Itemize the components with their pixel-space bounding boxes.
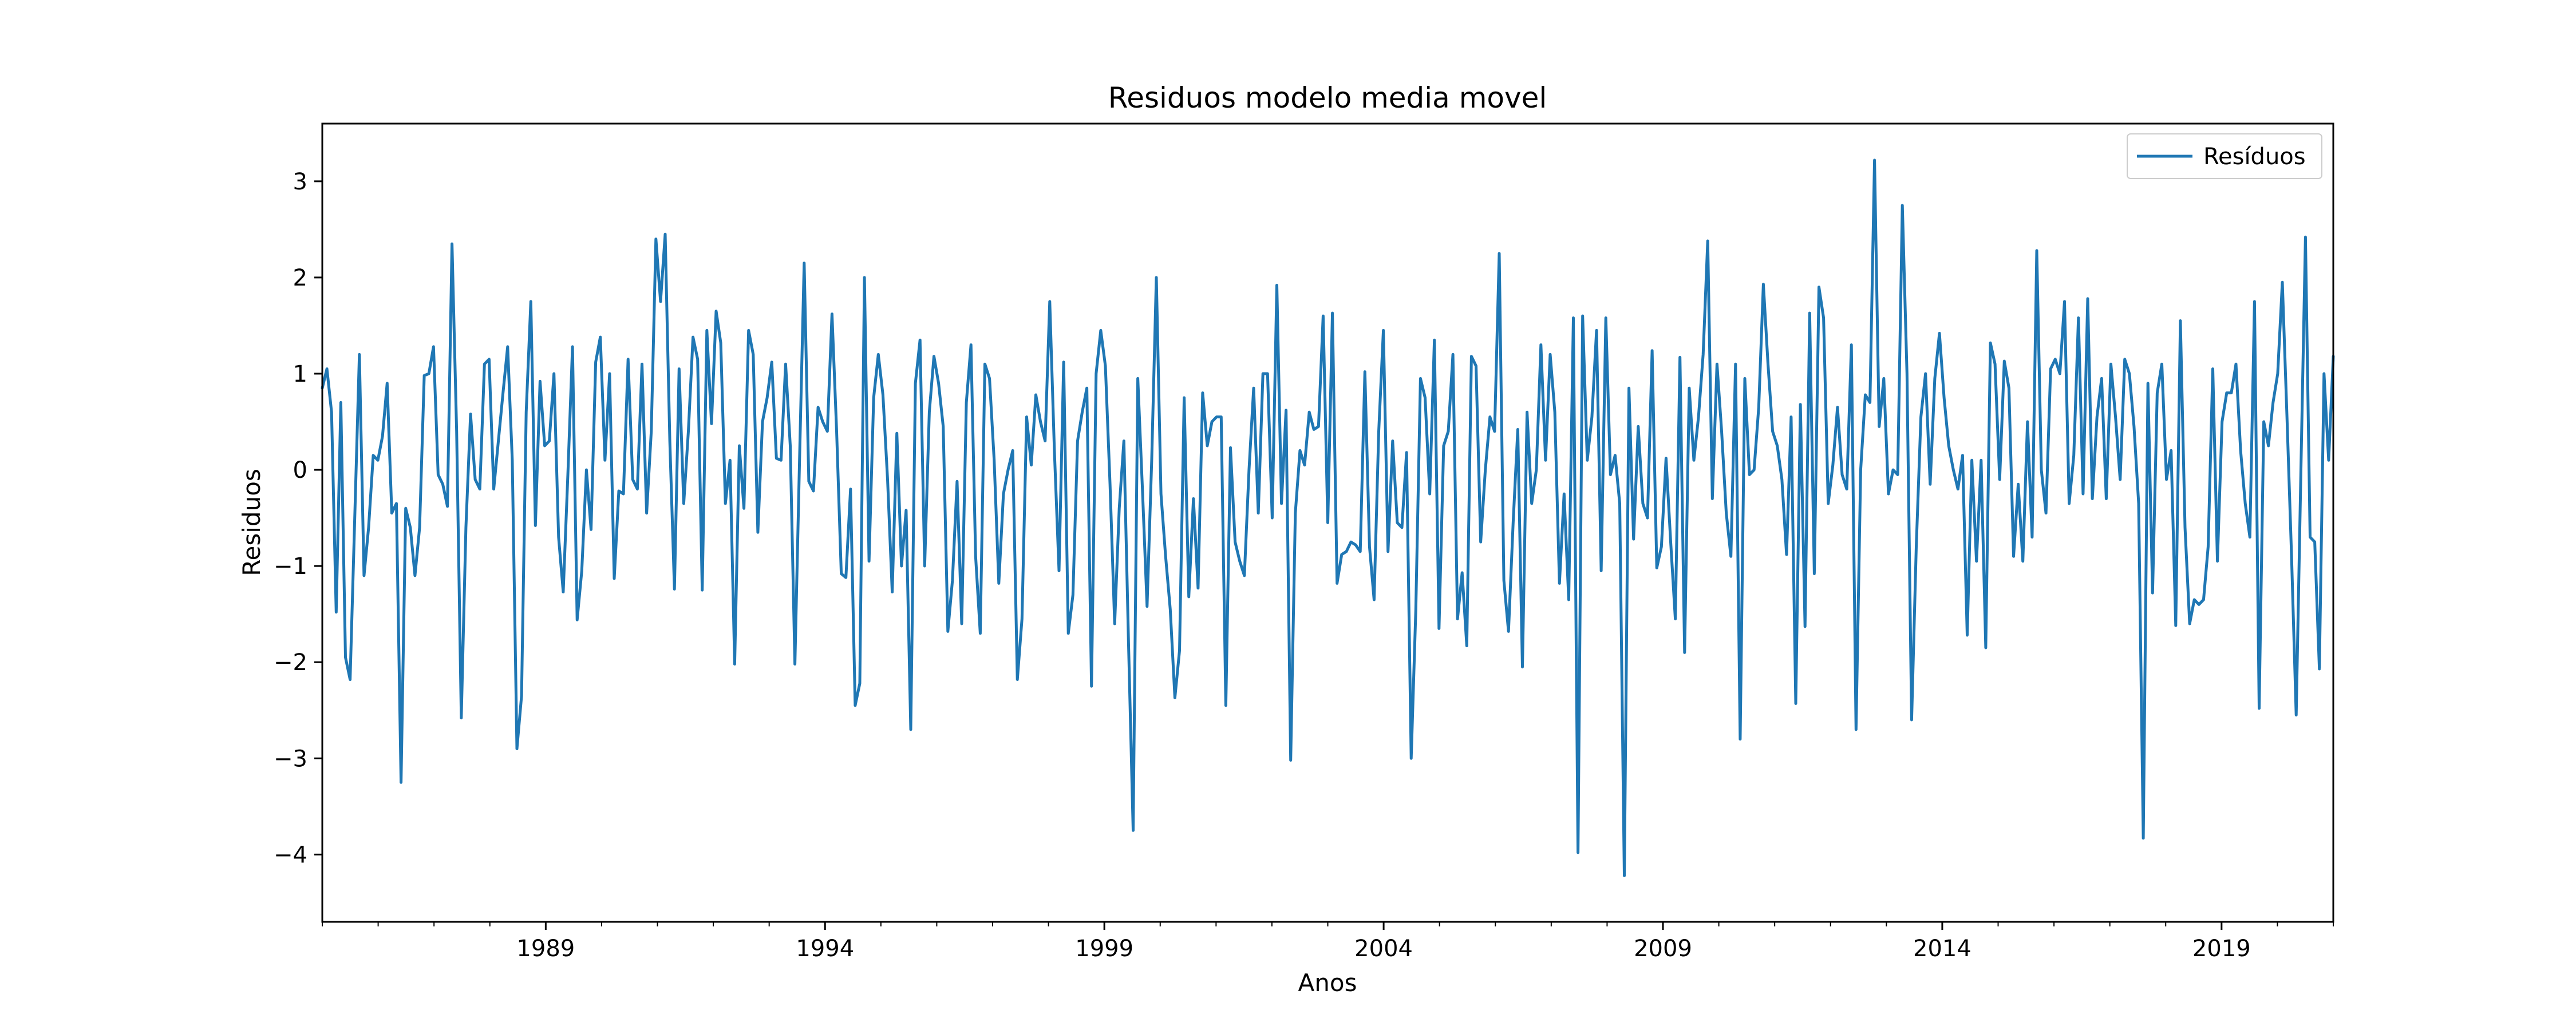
x-tick-label: 2014 xyxy=(1913,936,1971,962)
x-tick-label: 1994 xyxy=(796,936,854,962)
legend: Resíduos xyxy=(2127,133,2322,179)
x-tick-label: 1989 xyxy=(516,936,575,962)
x-axis-label: Anos xyxy=(1298,969,1357,997)
y-tick-label: 0 xyxy=(293,457,307,484)
plot-area-frame xyxy=(321,122,2334,923)
series-line-residuos xyxy=(321,159,2335,877)
x-tick-label: 2009 xyxy=(1634,936,1692,962)
chart-title: Residuos modelo media movel xyxy=(1108,81,1547,114)
y-tick-label: 1 xyxy=(293,361,307,387)
y-axis: 3 2 1 0 −1 −2 −3 −4 xyxy=(274,169,322,868)
x-tick-label: 1999 xyxy=(1075,936,1133,962)
x-tick-label: 2019 xyxy=(2192,936,2251,962)
y-axis-label: Residuos xyxy=(238,469,266,576)
y-tick-label: −1 xyxy=(274,553,307,580)
y-tick-label: 3 xyxy=(293,169,307,195)
legend-box xyxy=(2127,133,2322,179)
x-tick-label: 2004 xyxy=(1354,936,1413,962)
x-axis: 1989 1994 1999 2004 2009 2014 2019 xyxy=(322,922,2334,962)
y-tick-label: −2 xyxy=(274,649,307,676)
legend-label-residuos: Resíduos xyxy=(2203,144,2306,170)
y-tick-label: −3 xyxy=(274,746,307,772)
y-tick-label: 2 xyxy=(293,265,307,291)
y-tick-label: −4 xyxy=(274,842,307,868)
